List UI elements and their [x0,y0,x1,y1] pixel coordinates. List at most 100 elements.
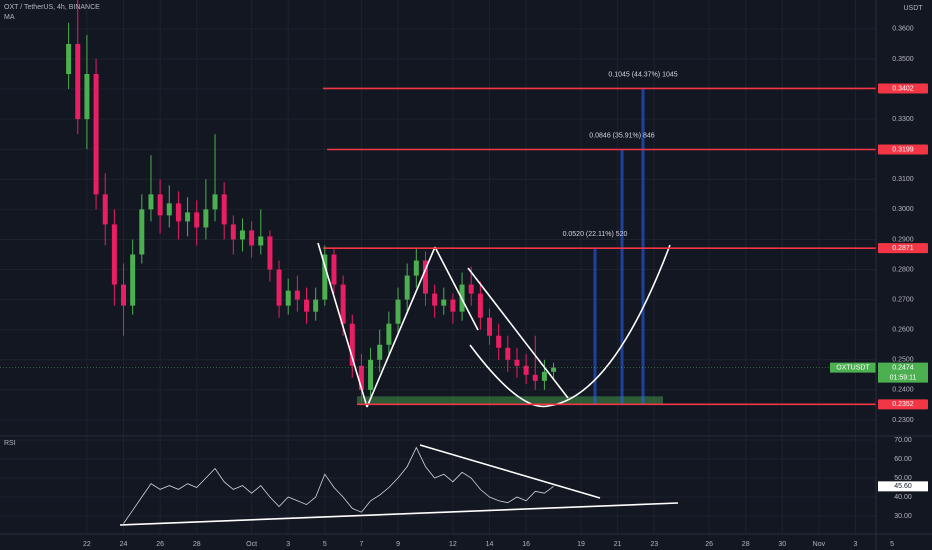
measure-label: 0.0846 (35.91%) 846 [589,132,654,139]
rsi-tick-label: 40.00 [894,494,912,501]
candle-body [404,275,410,300]
candle-body [84,74,90,120]
measure-bar [593,248,597,405]
candle-body [349,323,355,366]
candle-body [139,209,145,255]
candle-body [230,224,236,240]
symbol-tag: OXTUSDT [836,364,870,371]
candle-body [203,209,209,228]
candle-body [93,74,99,195]
support-zone [357,396,663,405]
x-tick-label: 24 [120,541,128,548]
candle-body [468,284,474,294]
candle-body [249,230,255,246]
x-tick-label: 16 [522,541,530,548]
candle-body [514,359,520,366]
candle-body [130,254,136,306]
x-tick-label: 28 [193,541,201,548]
candle-body [239,230,245,240]
candle-body [157,194,163,216]
candle-body [413,260,419,276]
candle-body [194,212,200,228]
y-tick-label: 0.2300 [892,417,914,424]
measure-label: 0.1045 (44.37%) 1045 [608,71,677,78]
y-tick-label: 0.3100 [892,176,914,183]
candle-body [304,299,310,312]
x-tick-label: 30 [778,541,786,548]
zones [357,88,663,405]
candle-body [212,194,218,210]
rsi-value-bg [878,481,928,492]
rsi-tick-label: 30.00 [894,513,912,520]
candle-body [395,299,401,324]
candle-body [505,347,511,360]
level-label: 0.2352 [892,401,914,408]
symbol-tag-bg [830,362,876,373]
candles [66,0,557,402]
measure-bar [620,149,624,405]
candle-body [377,344,383,360]
candle-body [386,323,392,345]
level-label: 0.3402 [892,85,914,92]
y-tick-label: 0.3000 [892,206,914,213]
y-tick-label: 0.2600 [892,327,914,334]
y-tick-label: 0.3300 [892,116,914,123]
drawings [119,242,679,526]
measure-label: 0.0520 (22.11%) 520 [563,231,628,238]
x-tick-label: Oct [246,541,257,548]
x-tick-label: 22 [83,541,91,548]
level-label: 0.2871 [892,245,914,252]
candle-body [285,290,291,306]
x-tick-label: 7 [359,541,363,548]
candle-body [422,260,428,294]
x-tick-label: Nov [813,541,826,548]
candle-body [496,335,502,348]
chart-title: OXT / TetherUS, 4h, BINANCE [4,4,100,11]
candle-body [532,374,538,381]
candle-body [175,203,181,222]
candle-body [185,212,191,222]
x-tick-label: 26 [705,541,713,548]
trend-line [317,242,368,408]
x-tick-label: 21 [614,541,622,548]
x-tick-label: 5 [890,541,894,548]
symbol-tag-bg [878,362,928,383]
candle-body [258,236,264,246]
y-tick-label: 0.2900 [892,236,914,243]
x-tick-label: 9 [396,541,400,548]
candle-body [368,359,374,390]
y-tick-label: 0.2400 [892,387,914,394]
x-tick-label: 14 [486,541,494,548]
candle-body [450,299,456,312]
rsi-value: 45.60 [894,483,912,490]
level-label-bg [878,243,928,254]
rsi-tick-label: 50.00 [894,475,912,482]
candle-body [523,365,529,375]
y-tick-label: 0.2700 [892,296,914,303]
x-tick-label: 3 [286,541,290,548]
x-tick-label: 26 [156,541,164,548]
candle-body [477,293,483,318]
candle-body [441,299,447,306]
indicator-label: MA [4,14,15,21]
candle-body [166,203,172,216]
level-label: 0.3199 [892,146,914,153]
candle-body [267,236,273,270]
countdown: 01:59:11 [890,374,917,381]
candle-body [487,317,493,336]
measure-bar [641,88,645,405]
candle-body [148,194,154,210]
candle-body [294,290,300,300]
currency-label: USDT [903,5,923,12]
candle-body [66,43,72,75]
candle-body [432,293,438,306]
rsi-line [123,446,554,524]
candle-body [111,224,117,285]
rsi-label: RSI [4,440,16,447]
y-tick-label: 0.2800 [892,266,914,273]
x-tick-label: 3 [854,541,858,548]
x-tick-label: 12 [449,541,457,548]
candle-body [102,194,108,225]
last-price: 0.2474 [892,364,914,371]
